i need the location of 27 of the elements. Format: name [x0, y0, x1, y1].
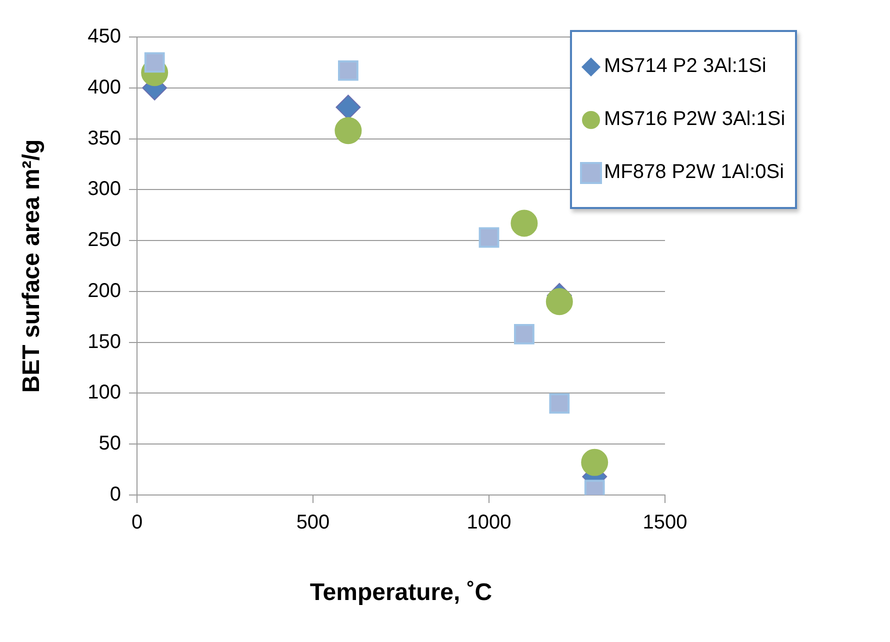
legend-label: MS714 P2 3Al:1Si [604, 55, 766, 78]
y-tick-label: 0 [110, 484, 121, 506]
y-axis-title: BET surface area m²/g [18, 139, 46, 393]
y-tick-label: 200 [88, 280, 121, 302]
y-tick-label: 350 [88, 127, 121, 150]
x-axis-title: Temperature, ˚C [310, 579, 492, 606]
y-tick-label: 100 [88, 382, 121, 404]
y-tick-label: 250 [88, 229, 121, 252]
point [144, 52, 165, 73]
point [581, 448, 608, 476]
y-tick-label: 450 [88, 26, 121, 48]
x-tick-label: 1500 [642, 512, 688, 534]
x-tick-label: 1000 [466, 512, 512, 534]
legend-label: MS716 P2W 3Al:1Si [604, 108, 786, 131]
point [478, 227, 500, 248]
point [510, 210, 538, 237]
y-tick-label: 400 [88, 76, 121, 98]
legend-label: MF878 P2W 1Al:0Si [604, 161, 784, 184]
point [514, 324, 534, 344]
point [549, 393, 570, 414]
x-tick-label: 0 [131, 512, 143, 534]
point [334, 117, 362, 144]
x-tick-label: 500 [296, 512, 330, 534]
y-tick-label: 50 [98, 432, 121, 455]
y-tick-label: 300 [88, 178, 121, 200]
point [338, 60, 358, 81]
y-tick-label: 150 [88, 330, 121, 353]
